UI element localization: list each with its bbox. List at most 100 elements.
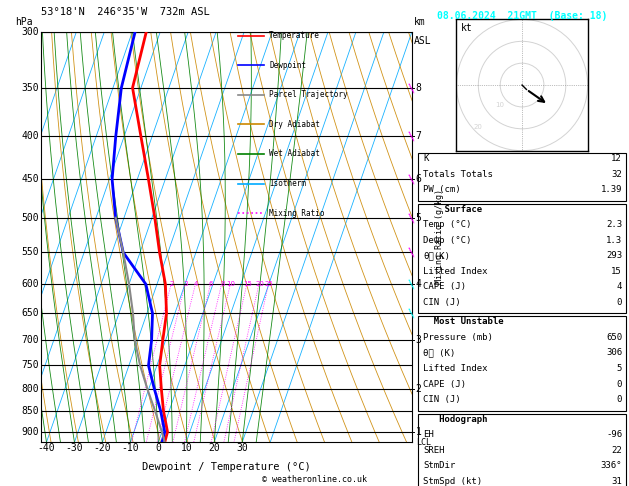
Text: 450: 450 bbox=[21, 174, 39, 184]
Text: 650: 650 bbox=[21, 308, 39, 318]
Text: 0: 0 bbox=[616, 298, 622, 307]
Text: CIN (J): CIN (J) bbox=[423, 395, 461, 404]
Text: © weatheronline.co.uk: © weatheronline.co.uk bbox=[262, 474, 367, 484]
Text: -20: -20 bbox=[94, 443, 111, 453]
Text: 1.3: 1.3 bbox=[606, 236, 622, 245]
Text: 20: 20 bbox=[474, 124, 483, 130]
Text: Mixing Ratio: Mixing Ratio bbox=[269, 208, 325, 218]
Text: θᴇ (K): θᴇ (K) bbox=[423, 348, 455, 358]
Text: 700: 700 bbox=[21, 335, 39, 346]
Text: EH: EH bbox=[423, 430, 434, 439]
Text: km: km bbox=[414, 17, 426, 28]
Text: kt: kt bbox=[460, 23, 472, 34]
Text: ASL: ASL bbox=[414, 35, 431, 46]
Text: Parcel Trajectory: Parcel Trajectory bbox=[269, 90, 348, 99]
Text: 15: 15 bbox=[611, 267, 622, 276]
Text: /: / bbox=[406, 82, 418, 94]
Text: 3: 3 bbox=[184, 281, 188, 287]
Text: 20: 20 bbox=[208, 443, 220, 453]
Text: 1: 1 bbox=[416, 427, 421, 437]
Text: 2.3: 2.3 bbox=[606, 220, 622, 229]
Text: 53°18'N  246°35'W  732m ASL: 53°18'N 246°35'W 732m ASL bbox=[41, 7, 209, 17]
Text: Totals Totals: Totals Totals bbox=[423, 170, 493, 179]
Text: LCL: LCL bbox=[416, 438, 431, 447]
Text: 5: 5 bbox=[616, 364, 622, 373]
Text: 336°: 336° bbox=[601, 461, 622, 470]
Text: Most Unstable: Most Unstable bbox=[423, 317, 504, 327]
Text: 2: 2 bbox=[416, 384, 421, 394]
Text: 15: 15 bbox=[243, 281, 252, 287]
Text: Dry Adiabat: Dry Adiabat bbox=[269, 120, 320, 129]
Text: 550: 550 bbox=[21, 247, 39, 258]
Text: 4: 4 bbox=[416, 279, 421, 289]
Text: 08.06.2024  21GMT  (Base: 18): 08.06.2024 21GMT (Base: 18) bbox=[437, 11, 607, 21]
Text: 306: 306 bbox=[606, 348, 622, 358]
Text: 4: 4 bbox=[194, 281, 198, 287]
Text: 30: 30 bbox=[237, 443, 248, 453]
Text: 650: 650 bbox=[606, 333, 622, 342]
Text: 22: 22 bbox=[611, 446, 622, 455]
Text: 25: 25 bbox=[265, 281, 274, 287]
Text: CAPE (J): CAPE (J) bbox=[423, 380, 466, 389]
Text: 6: 6 bbox=[416, 174, 421, 184]
Text: 0: 0 bbox=[155, 443, 161, 453]
Text: 750: 750 bbox=[21, 361, 39, 370]
Text: 850: 850 bbox=[21, 406, 39, 416]
Text: Mixing Ratio (g/kg): Mixing Ratio (g/kg) bbox=[435, 190, 444, 284]
Text: 600: 600 bbox=[21, 279, 39, 289]
Text: 4: 4 bbox=[616, 282, 622, 292]
X-axis label: Dewpoint / Temperature (°C): Dewpoint / Temperature (°C) bbox=[142, 462, 311, 472]
Text: 31: 31 bbox=[611, 477, 622, 486]
Text: Dewp (°C): Dewp (°C) bbox=[423, 236, 472, 245]
Text: 10: 10 bbox=[226, 281, 235, 287]
Text: 12: 12 bbox=[611, 154, 622, 163]
Text: 300: 300 bbox=[21, 27, 39, 36]
Text: StmDir: StmDir bbox=[423, 461, 455, 470]
Text: CIN (J): CIN (J) bbox=[423, 298, 461, 307]
Text: 293: 293 bbox=[606, 251, 622, 260]
Text: 800: 800 bbox=[21, 384, 39, 394]
Text: 0: 0 bbox=[616, 380, 622, 389]
Text: 500: 500 bbox=[21, 213, 39, 223]
Text: 5: 5 bbox=[416, 213, 421, 223]
Text: Pressure (mb): Pressure (mb) bbox=[423, 333, 493, 342]
Text: Isotherm: Isotherm bbox=[269, 179, 306, 188]
Text: 2: 2 bbox=[170, 281, 174, 287]
Text: -10: -10 bbox=[121, 443, 139, 453]
Text: /: / bbox=[406, 278, 418, 290]
Text: /: / bbox=[406, 307, 418, 319]
Text: 1.39: 1.39 bbox=[601, 185, 622, 194]
Text: 8: 8 bbox=[416, 83, 421, 93]
Text: θᴇ(K): θᴇ(K) bbox=[423, 251, 450, 260]
Text: 400: 400 bbox=[21, 131, 39, 141]
Text: CAPE (J): CAPE (J) bbox=[423, 282, 466, 292]
Text: -30: -30 bbox=[65, 443, 83, 453]
Text: 20: 20 bbox=[255, 281, 264, 287]
Text: Hodograph: Hodograph bbox=[423, 415, 488, 424]
Text: K: K bbox=[423, 154, 429, 163]
Text: Temp (°C): Temp (°C) bbox=[423, 220, 472, 229]
Text: hPa: hPa bbox=[15, 17, 33, 28]
Text: -40: -40 bbox=[38, 443, 55, 453]
Text: /: / bbox=[406, 211, 418, 224]
Text: Lifted Index: Lifted Index bbox=[423, 364, 488, 373]
Text: 3: 3 bbox=[416, 335, 421, 346]
Text: PW (cm): PW (cm) bbox=[423, 185, 461, 194]
Text: Wet Adiabat: Wet Adiabat bbox=[269, 150, 320, 158]
Text: /: / bbox=[406, 130, 418, 142]
Text: 6: 6 bbox=[209, 281, 213, 287]
Text: Dewpoint: Dewpoint bbox=[269, 61, 306, 70]
Text: 900: 900 bbox=[21, 427, 39, 437]
Text: 10: 10 bbox=[496, 102, 504, 108]
Text: 8: 8 bbox=[220, 281, 225, 287]
Text: /: / bbox=[406, 173, 418, 186]
Text: 32: 32 bbox=[611, 170, 622, 179]
Text: 7: 7 bbox=[416, 131, 421, 141]
Text: 0: 0 bbox=[616, 395, 622, 404]
Text: Surface: Surface bbox=[423, 205, 482, 214]
Text: SREH: SREH bbox=[423, 446, 445, 455]
Text: Temperature: Temperature bbox=[269, 31, 320, 40]
Text: StmSpd (kt): StmSpd (kt) bbox=[423, 477, 482, 486]
Text: -96: -96 bbox=[606, 430, 622, 439]
Text: 350: 350 bbox=[21, 83, 39, 93]
